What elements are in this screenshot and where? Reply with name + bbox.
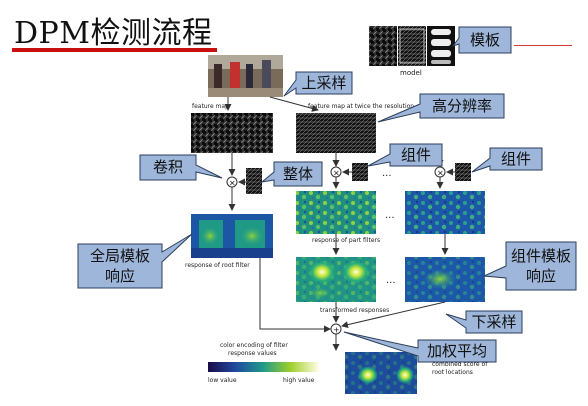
accent-line — [514, 45, 572, 46]
callout-whole: 整体 — [282, 165, 313, 183]
feature-map-label: feature map — [192, 103, 229, 110]
callout-upsample: 上采样 — [301, 74, 347, 92]
color-encoding-bar — [208, 362, 318, 372]
callout-part-tpl-line1: 组件模板 — [510, 247, 571, 265]
root-filter-image — [246, 168, 262, 194]
response-root-label: response of root filter — [185, 262, 250, 269]
model-label: model — [400, 69, 422, 77]
callout-part-1: 组件 — [400, 146, 431, 164]
callout-part1-box — [367, 143, 443, 167]
low-value-label: low value — [208, 377, 237, 384]
ellipsis: ... — [382, 168, 392, 179]
combined-label-2: root locations — [432, 369, 473, 376]
times-symbol: × — [333, 169, 340, 178]
input-photo — [208, 55, 283, 97]
high-value-label: high value — [283, 377, 315, 384]
callout-weighted-box — [343, 331, 497, 363]
feature-map-twice-image — [296, 113, 376, 153]
part-response-2 — [405, 191, 485, 234]
callout-conv-box — [139, 154, 223, 181]
callout-highres-box — [377, 93, 505, 123]
callout-template: 模板 — [469, 31, 500, 49]
callout-global-response: 全局模板 响应 — [78, 246, 162, 286]
transformed-label: transformed responses — [320, 307, 389, 314]
part-filter-image-1 — [352, 163, 368, 181]
callout-downsample: 下采样 — [471, 313, 517, 331]
feature-map-twice-label: feature map at twice the resolution — [308, 103, 414, 110]
callout-global-box — [77, 233, 193, 289]
callout-whole-box — [260, 161, 323, 187]
plus-symbol: + — [333, 326, 340, 335]
combined-label-1: combined score of — [432, 361, 488, 368]
ellipsis: ... — [385, 210, 395, 221]
model-templates — [369, 26, 455, 66]
color-encoding-label-2: response values — [228, 350, 277, 357]
response-part-label: response of part filters — [312, 237, 380, 244]
transformed-response-2 — [405, 257, 485, 302]
callout-template-box — [451, 26, 512, 54]
callout-part-2: 组件 — [500, 150, 531, 168]
slide-title: DPM检测流程 — [14, 16, 213, 51]
callout-upsample-box — [283, 71, 353, 97]
transformed-response-1 — [296, 257, 376, 302]
combined-score — [345, 352, 417, 394]
callout-part-template-box — [482, 241, 577, 291]
callout-weighted-average: 加权平均 — [426, 342, 487, 360]
part-response-1 — [296, 191, 376, 234]
callout-global-line2: 响应 — [104, 267, 135, 285]
root-response — [191, 214, 273, 258]
callout-part-template-response: 组件模板 响应 — [506, 246, 576, 286]
title-underline — [12, 48, 217, 52]
callout-global-line1: 全局模板 — [89, 247, 150, 265]
callout-part2-box — [471, 147, 543, 173]
times-symbol: × — [229, 179, 236, 188]
times-symbol: × — [437, 169, 444, 178]
callout-conv: 卷积 — [152, 158, 183, 176]
callout-high-res: 高分辨率 — [431, 97, 492, 115]
callout-part-tpl-line2: 响应 — [525, 267, 556, 285]
callout-downsample-box — [445, 310, 523, 334]
color-encoding-label-1: color encoding of filter — [220, 342, 288, 349]
part-filter-image-2 — [455, 163, 471, 181]
ellipsis: ... — [386, 275, 396, 286]
feature-map-image — [191, 113, 273, 153]
